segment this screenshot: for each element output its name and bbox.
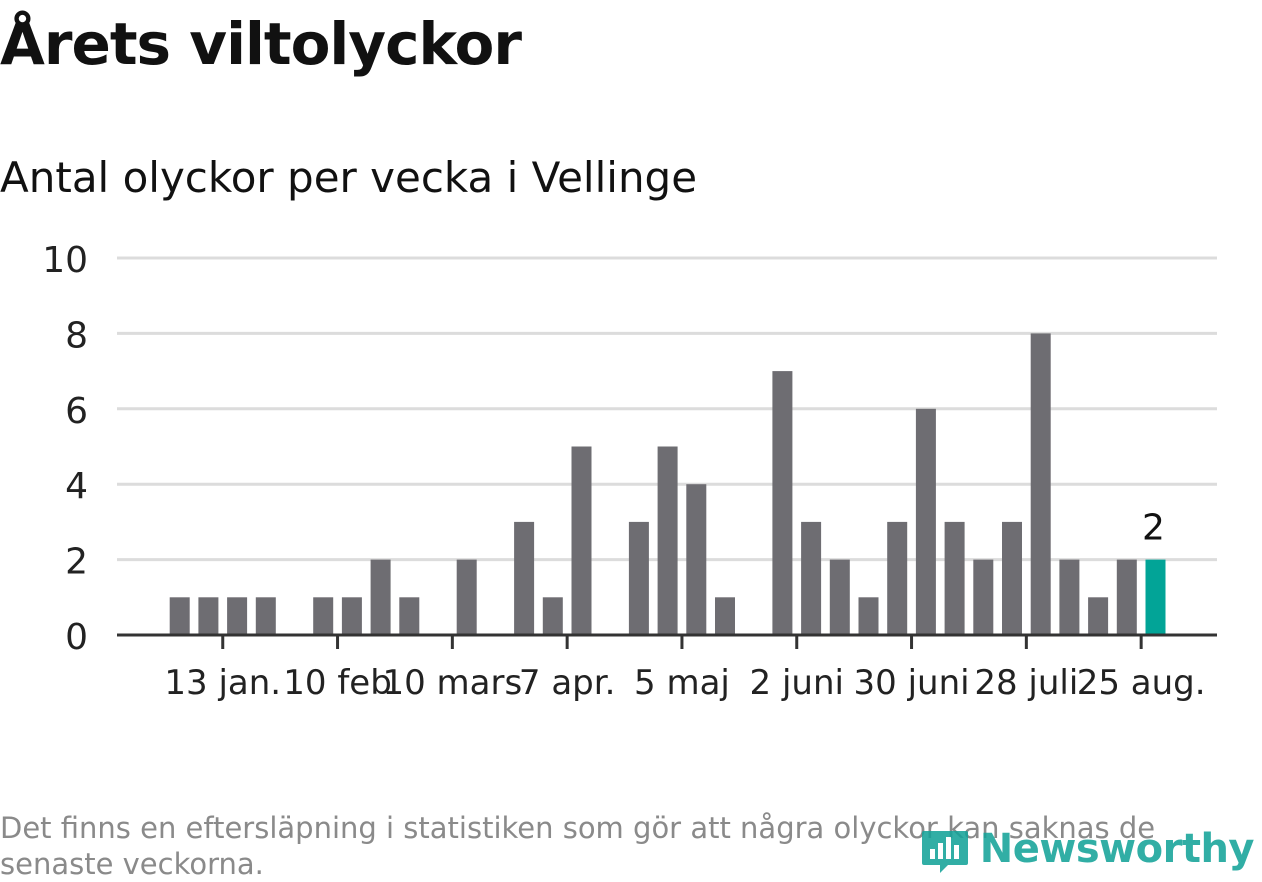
bar bbox=[915, 408, 936, 635]
y-tick-label: 10 bbox=[42, 240, 88, 281]
bar bbox=[370, 559, 391, 635]
bar bbox=[973, 559, 994, 635]
newsworthy-logo-icon bbox=[918, 823, 972, 875]
x-tick-label: 30 juni bbox=[854, 663, 970, 703]
bar bbox=[313, 597, 334, 635]
y-tick-label: 6 bbox=[65, 391, 88, 432]
x-tick-label: 13 jan. bbox=[164, 663, 281, 703]
bar bbox=[829, 559, 850, 635]
newsworthy-logo-text: Newsworthy bbox=[979, 826, 1255, 872]
x-tick-label: 7 apr. bbox=[519, 663, 616, 703]
bar bbox=[1002, 521, 1022, 635]
bar bbox=[686, 484, 707, 635]
bar bbox=[255, 597, 276, 635]
bar bbox=[887, 521, 908, 635]
chart-title: Årets viltolyckor bbox=[0, 10, 522, 78]
bar bbox=[542, 597, 563, 635]
bar bbox=[341, 597, 362, 635]
bar bbox=[715, 597, 735, 635]
bar bbox=[1059, 559, 1080, 635]
bar bbox=[1116, 559, 1137, 635]
bar bbox=[399, 597, 420, 635]
bars: 2 bbox=[169, 333, 1166, 635]
x-tick-label: 10 feb bbox=[283, 663, 392, 703]
bar bbox=[858, 597, 879, 635]
x-tick-label: 2 juni bbox=[750, 663, 844, 703]
x-tick-label: 28 juli bbox=[974, 663, 1078, 703]
highlight-bar bbox=[1145, 559, 1166, 635]
bar bbox=[1088, 597, 1109, 635]
bar bbox=[514, 521, 535, 635]
bar bbox=[227, 597, 248, 635]
y-tick-label: 8 bbox=[65, 315, 88, 356]
bar bbox=[772, 371, 793, 635]
bar bbox=[944, 521, 965, 635]
x-tick-label: 10 mars bbox=[382, 663, 522, 703]
bar bbox=[169, 597, 190, 635]
bar bbox=[456, 559, 477, 635]
bar bbox=[801, 521, 822, 635]
y-tick-label: 0 bbox=[65, 617, 88, 658]
chart-subtitle: Antal olyckor per vecka i Vellinge bbox=[0, 153, 698, 202]
x-tick-label: 5 maj bbox=[634, 663, 730, 703]
x-tick-label: 25 aug. bbox=[1077, 663, 1206, 703]
y-tick-label: 4 bbox=[65, 466, 88, 507]
bar bbox=[571, 446, 592, 635]
y-axis-ticks: 0 2 4 6 8 10 bbox=[42, 240, 88, 658]
bar bbox=[1030, 333, 1051, 635]
bar bbox=[198, 597, 219, 635]
data-label: 2 bbox=[1142, 508, 1165, 549]
bar bbox=[628, 521, 649, 635]
y-tick-label: 2 bbox=[65, 542, 88, 583]
newsworthy-logo: Newsworthy bbox=[918, 823, 1255, 875]
bar bbox=[657, 446, 678, 635]
